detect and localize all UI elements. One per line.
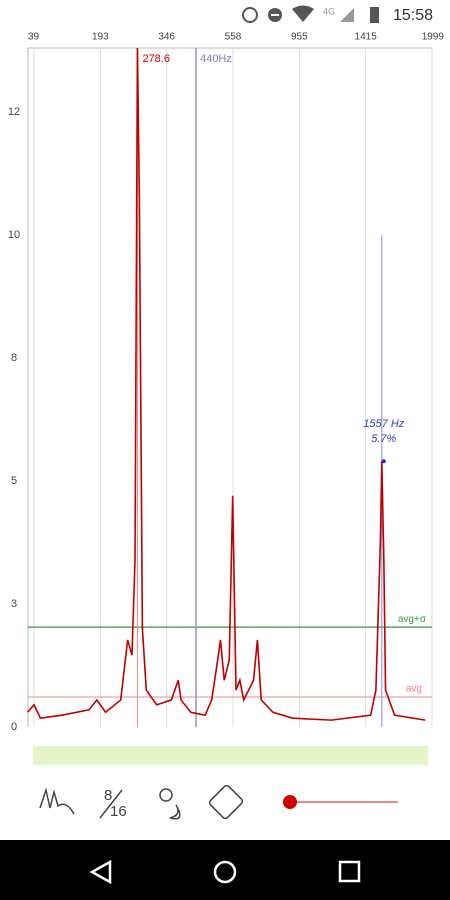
- avg-label: avg: [406, 684, 422, 695]
- y-tick-label: 5: [11, 475, 17, 487]
- recents-button[interactable]: [338, 860, 361, 883]
- marker-label: 1557 Hz: [363, 418, 404, 430]
- wifi-icon: [292, 5, 314, 22]
- level-bar: [33, 746, 428, 765]
- slider-thumb[interactable]: [283, 795, 297, 809]
- x-tick-label: 558: [225, 32, 242, 43]
- x-tick-label: 955: [291, 32, 308, 43]
- status-bar: [0, 0, 450, 30]
- spectrum-line: [26, 47, 426, 721]
- y-tick-label: 8: [11, 352, 17, 364]
- nav-bar: [0, 840, 450, 900]
- clock: 15:58: [393, 7, 433, 24]
- brightness-button[interactable]: [159, 788, 173, 802]
- marker-point: [381, 459, 386, 464]
- sync-icon: [242, 7, 258, 23]
- marker-detail: 5.7%: [371, 433, 396, 445]
- battery-icon: [370, 7, 379, 23]
- rotate-button[interactable]: [208, 784, 244, 820]
- x-tick-label: 39: [28, 32, 40, 43]
- network-type: 4G: [323, 6, 335, 16]
- back-button[interactable]: [89, 859, 112, 885]
- toolbar: [39, 784, 244, 820]
- fft-slash: [99, 789, 123, 819]
- home-button[interactable]: [213, 860, 237, 884]
- x-tick-label: 1415: [355, 32, 378, 43]
- y-tick-label: 12: [8, 106, 20, 118]
- peak-label: 278.6: [142, 53, 170, 65]
- signal-icon: [340, 8, 354, 22]
- waveform-button[interactable]: [39, 787, 75, 815]
- x-tick-label: 193: [92, 32, 109, 43]
- y-tick-label: 10: [8, 229, 20, 241]
- fft-denominator[interactable]: 16: [110, 803, 127, 820]
- y-tick-label: 0: [11, 721, 17, 733]
- y-tick-label: 3: [11, 598, 17, 610]
- avg-sigma-label: avg+σ: [398, 614, 427, 625]
- dnd-bar: [271, 14, 279, 16]
- night-icon: [169, 804, 181, 820]
- reference-label: 440Hz: [200, 53, 232, 65]
- x-tick-label: 346: [158, 32, 175, 43]
- fft-numerator[interactable]: 8: [104, 787, 112, 804]
- x-tick-label: 1999: [422, 32, 445, 43]
